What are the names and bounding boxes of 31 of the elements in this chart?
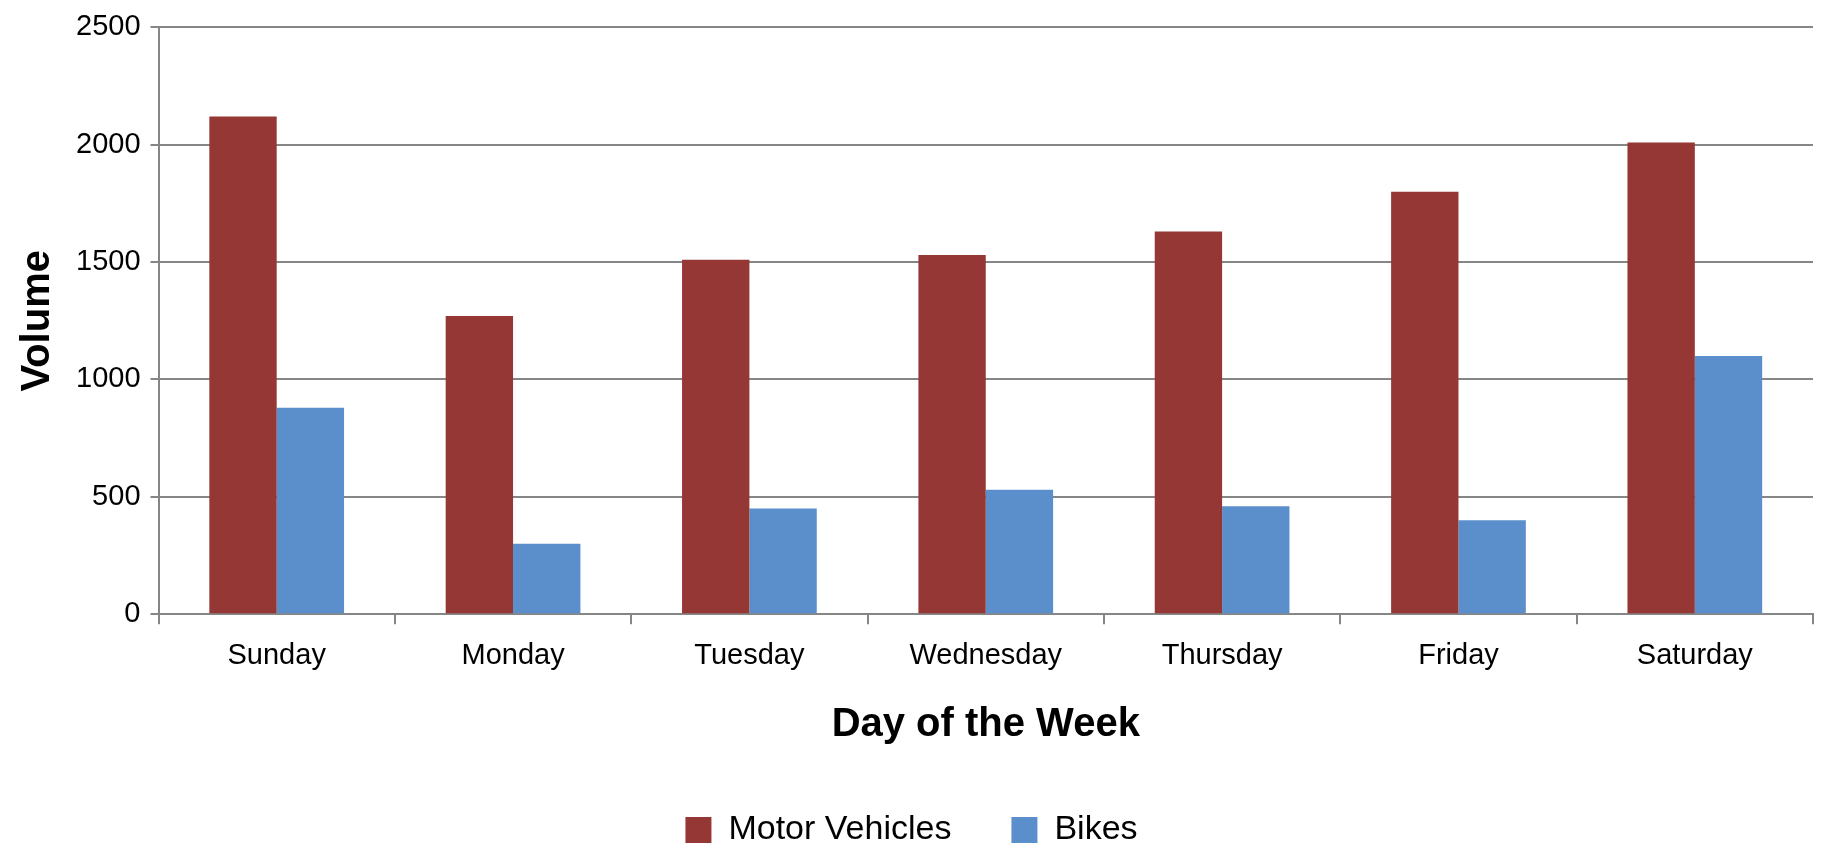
bar	[1627, 142, 1695, 614]
x-tick-label: Wednesday	[909, 637, 1063, 670]
y-tick-label: 0	[124, 596, 141, 629]
bar	[1222, 506, 1290, 614]
x-tick-label: Friday	[1418, 637, 1500, 670]
bar	[276, 407, 345, 614]
bar	[985, 489, 1054, 614]
y-tick-label: 1500	[76, 244, 141, 277]
bar	[1694, 356, 1763, 614]
bar	[749, 508, 817, 614]
y-tick-label: 1000	[76, 361, 141, 394]
bar	[445, 316, 514, 614]
y-tick-label: 500	[92, 478, 141, 511]
x-tick-label: Tuesday	[694, 637, 805, 670]
x-tick-label: Sunday	[227, 637, 327, 670]
x-tick-label: Monday	[461, 637, 566, 670]
y-tick-label: 2500	[76, 9, 141, 42]
x-tick-label: Thursday	[1161, 637, 1284, 670]
bar	[513, 543, 581, 614]
x-tick-label: Saturday	[1636, 637, 1754, 670]
bar	[1458, 520, 1526, 614]
x-axis-title: Day of the Week	[831, 700, 1141, 745]
legend-label: Bikes	[1054, 808, 1138, 847]
bar	[209, 116, 277, 614]
bar	[682, 259, 750, 614]
bar	[1154, 231, 1223, 614]
y-tick-label: 2000	[76, 126, 141, 159]
y-axis-title: Volume	[13, 250, 58, 392]
bar	[1391, 191, 1459, 614]
bar	[918, 255, 986, 614]
legend-label: Motor Vehicles	[728, 808, 952, 847]
